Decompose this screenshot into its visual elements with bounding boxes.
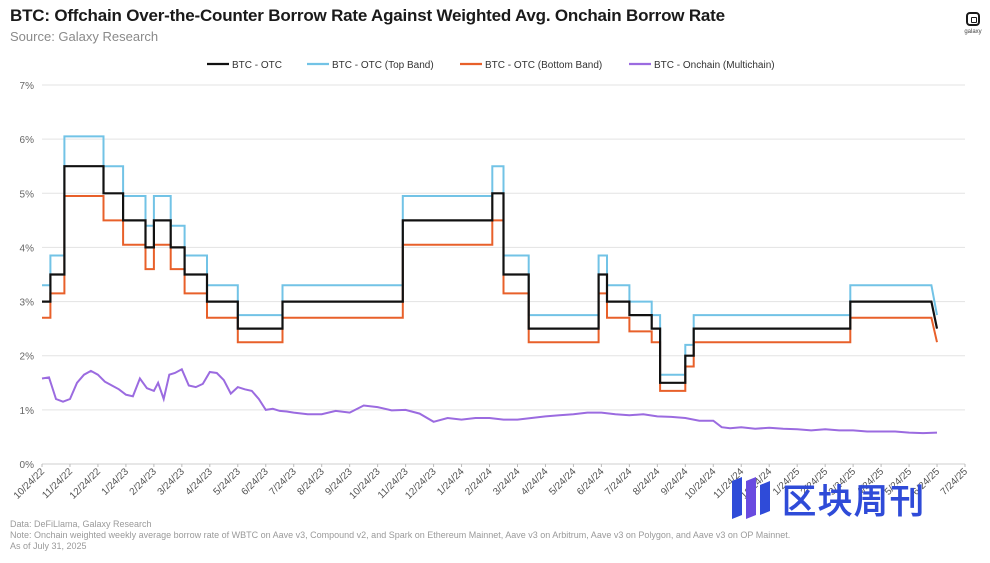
chart-gridlines xyxy=(42,84,965,465)
x-tick-label: 2/24/23 xyxy=(128,466,160,498)
x-tick-label: 5/24/23 xyxy=(212,466,244,498)
galaxy-logo: galaxy xyxy=(962,12,984,42)
chart-footnotes: Data: DeFiLlama, Galaxy Research Note: O… xyxy=(10,519,790,552)
y-tick-label: 7% xyxy=(20,81,35,92)
x-tick-label: 7/24/24 xyxy=(603,466,635,498)
x-tick-label: 6/24/23 xyxy=(240,466,272,498)
series-line-0 xyxy=(42,165,939,384)
galaxy-logo-icon xyxy=(966,12,980,26)
chart-series xyxy=(41,135,939,435)
x-tick-label: 3/24/23 xyxy=(156,466,188,498)
x-tick-label: 8/24/23 xyxy=(295,466,327,498)
chart-legend: BTC - OTC BTC - OTC (Top Band) BTC - OTC (… xyxy=(207,60,775,71)
data-source-note: Data: DeFiLlama, Galaxy Research xyxy=(10,519,152,529)
legend-label: BTC - Onchain (Multichain) xyxy=(654,60,775,71)
x-tick-label: 1/24/23 xyxy=(100,466,132,498)
watermark-text: 区块周刊 xyxy=(782,481,926,522)
y-tick-label: 1% xyxy=(20,406,35,417)
x-tick-label: 4/24/24 xyxy=(519,466,551,498)
x-tick-label: 7/24/23 xyxy=(267,466,299,498)
as-of-note: As of July 31, 2025 xyxy=(10,541,87,551)
legend-label: BTC - OTC (Top Band) xyxy=(332,60,434,71)
y-axis: 0% 1% 2% 3% 4% 5% 6% 7% xyxy=(20,81,35,471)
x-tick-label: 8/24/24 xyxy=(631,466,663,498)
legend-label: BTC - OTC xyxy=(232,60,282,71)
watermark: 区块周刊 xyxy=(728,468,926,528)
blockweekly-logo-icon xyxy=(732,477,770,519)
methodology-note: Note: Onchain weighted weekly average bo… xyxy=(10,530,791,540)
series-line-1 xyxy=(42,135,938,376)
x-tick-label: 1/24/24 xyxy=(435,466,467,498)
x-tick-label: 3/24/24 xyxy=(491,466,523,498)
x-tick-label: 4/24/23 xyxy=(184,466,216,498)
y-tick-label: 5% xyxy=(20,189,35,200)
x-tick-label: 12/24/22 xyxy=(68,466,104,502)
x-tick-label: 6/24/24 xyxy=(575,466,607,498)
legend-label: BTC - OTC (Bottom Band) xyxy=(485,60,602,71)
y-tick-label: 3% xyxy=(20,298,35,309)
x-tick-label: 2/24/24 xyxy=(463,466,495,498)
galaxy-logo-text: galaxy xyxy=(964,29,982,35)
x-tick-label: 12/24/23 xyxy=(403,466,439,502)
y-tick-label: 0% xyxy=(20,460,35,471)
y-tick-label: 6% xyxy=(20,135,35,146)
chart-title: BTC: Offchain Over-the-Counter Borrow Ra… xyxy=(10,6,725,25)
chart-subtitle: Source: Galaxy Research xyxy=(10,29,159,44)
y-tick-label: 4% xyxy=(20,243,35,254)
y-tick-label: 2% xyxy=(20,352,35,363)
series-line-3 xyxy=(41,367,938,435)
x-tick-label: 5/24/24 xyxy=(547,466,579,498)
x-tick-label: 7/24/25 xyxy=(939,466,971,498)
